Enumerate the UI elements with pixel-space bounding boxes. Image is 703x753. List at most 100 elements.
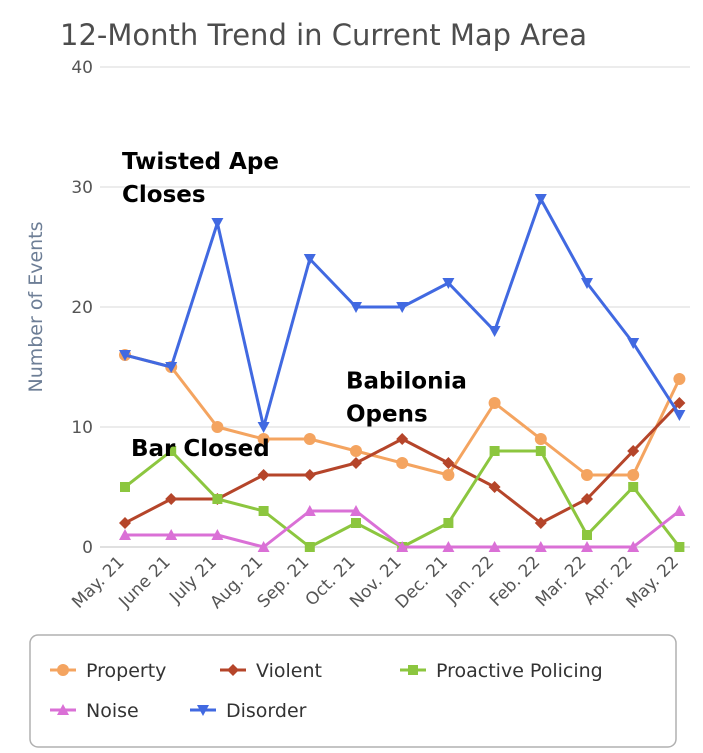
x-tick-label: June 21: [115, 552, 175, 612]
legend-box: [29, 634, 677, 748]
data-point-disorder: [442, 278, 455, 289]
y-tick-label: 40: [71, 58, 93, 78]
data-point-disorder: [257, 422, 270, 433]
legend-label: Proactive Policing: [436, 660, 603, 682]
legend-label: Disorder: [226, 700, 307, 722]
data-point-violent: [442, 457, 455, 469]
legend[interactable]: Property Violent Proactive Policing Noise Di…: [29, 634, 677, 748]
x-tick-label: Sep. 21: [254, 552, 314, 612]
data-point-disorder: [396, 302, 409, 313]
data-point-noise: [673, 505, 686, 516]
legend-marker: [57, 704, 69, 715]
legend-item[interactable]: Noise: [50, 700, 139, 722]
y-axis-ticks: 0 10 20 30 40: [71, 58, 93, 558]
data-point-disorder: [673, 410, 686, 421]
data-point-property: [488, 397, 501, 409]
data-point-disorder: [488, 326, 501, 337]
data-point-proactive-policing: [258, 506, 269, 516]
data-point-disorder: [627, 338, 640, 349]
data-point-disorder: [350, 302, 362, 313]
data-point-noise: [211, 529, 224, 540]
data-point-property: [673, 373, 686, 385]
data-point-proactive-policing: [166, 446, 177, 456]
data-point-proactive-policing: [443, 518, 454, 528]
series-noise: [119, 505, 686, 552]
chart-title: 12-Month Trend in Current Map Area: [60, 18, 587, 52]
data-point-disorder: [303, 254, 316, 265]
annotation-text: Closes: [122, 182, 206, 208]
data-point-violent: [488, 481, 501, 493]
data-point-noise: [350, 505, 362, 516]
data-point-property: [442, 469, 455, 481]
data-point-noise: [257, 541, 270, 552]
legend-item[interactable]: Property: [50, 660, 166, 682]
data-point-proactive-policing: [582, 530, 592, 540]
data-point-violent: [257, 469, 270, 481]
data-point-noise: [581, 541, 593, 552]
y-tick-label: 20: [71, 298, 93, 318]
data-point-noise: [488, 541, 501, 552]
data-point-proactive-policing: [674, 542, 685, 552]
data-point-violent: [673, 397, 686, 409]
legend-item[interactable]: Proactive Policing: [400, 660, 603, 682]
y-tick-label: 30: [71, 178, 93, 198]
data-point-proactive-policing: [304, 542, 315, 552]
data-point-proactive-policing: [212, 494, 223, 504]
data-point-property: [396, 457, 409, 469]
data-point-disorder: [534, 194, 547, 205]
data-point-violent: [627, 445, 640, 457]
data-point-property: [257, 433, 270, 445]
data-point-noise: [165, 529, 178, 540]
legend-item[interactable]: Violent: [220, 660, 322, 682]
legend-marker: [227, 664, 239, 676]
series-layer: [119, 194, 686, 552]
x-tick-label: Mar. 22: [532, 552, 591, 611]
data-point-disorder: [119, 350, 131, 361]
annotations: Twisted Ape Closes Babilonia Opens Bar Close…: [122, 149, 467, 462]
data-point-violent: [581, 493, 593, 505]
data-point-property: [211, 421, 224, 433]
data-point-disorder: [165, 362, 178, 373]
data-point-proactive-policing: [351, 518, 361, 528]
data-point-property: [303, 433, 316, 445]
data-point-proactive-policing: [489, 446, 500, 456]
data-point-violent: [396, 433, 409, 445]
data-point-noise: [534, 541, 547, 552]
data-point-proactive-policing: [120, 482, 130, 492]
data-point-violent: [165, 493, 178, 505]
legend-marker: [197, 705, 209, 716]
data-point-disorder: [211, 218, 224, 229]
annotation-text: Babilonia: [346, 369, 467, 395]
data-point-noise: [119, 529, 131, 540]
x-tick-label: May. 21: [68, 552, 128, 612]
data-point-noise: [303, 505, 316, 516]
data-point-violent: [350, 457, 362, 469]
y-axis-label: Number of Events: [25, 221, 47, 392]
data-point-violent: [534, 517, 547, 529]
data-point-violent: [119, 517, 131, 529]
legend-label: Violent: [256, 660, 322, 682]
data-point-property: [534, 433, 547, 445]
series-disorder: [119, 194, 686, 433]
data-point-noise: [627, 541, 640, 552]
legend-label: Property: [86, 660, 166, 682]
data-point-property: [350, 445, 362, 457]
data-point-proactive-policing: [628, 482, 639, 492]
data-point-noise: [442, 541, 455, 552]
legend-item[interactable]: Disorder: [190, 700, 307, 722]
x-tick-label: Feb. 22: [486, 552, 544, 610]
y-tick-label: 0: [82, 538, 93, 558]
legend-marker: [408, 665, 418, 675]
legend-label: Noise: [86, 700, 139, 722]
data-point-disorder: [581, 278, 593, 289]
data-point-noise: [396, 541, 409, 552]
y-tick-label: 10: [71, 418, 93, 438]
data-point-proactive-policing: [535, 446, 546, 456]
data-point-violent: [303, 469, 316, 481]
annotation-text: Opens: [346, 402, 428, 428]
legend-marker: [57, 664, 69, 676]
data-point-property: [627, 469, 640, 481]
annotation-text: Bar Closed: [131, 436, 270, 462]
